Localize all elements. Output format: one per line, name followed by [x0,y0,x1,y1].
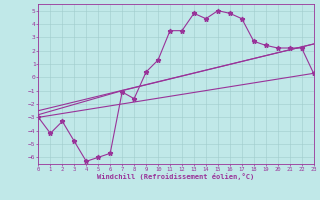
X-axis label: Windchill (Refroidissement éolien,°C): Windchill (Refroidissement éolien,°C) [97,173,255,180]
